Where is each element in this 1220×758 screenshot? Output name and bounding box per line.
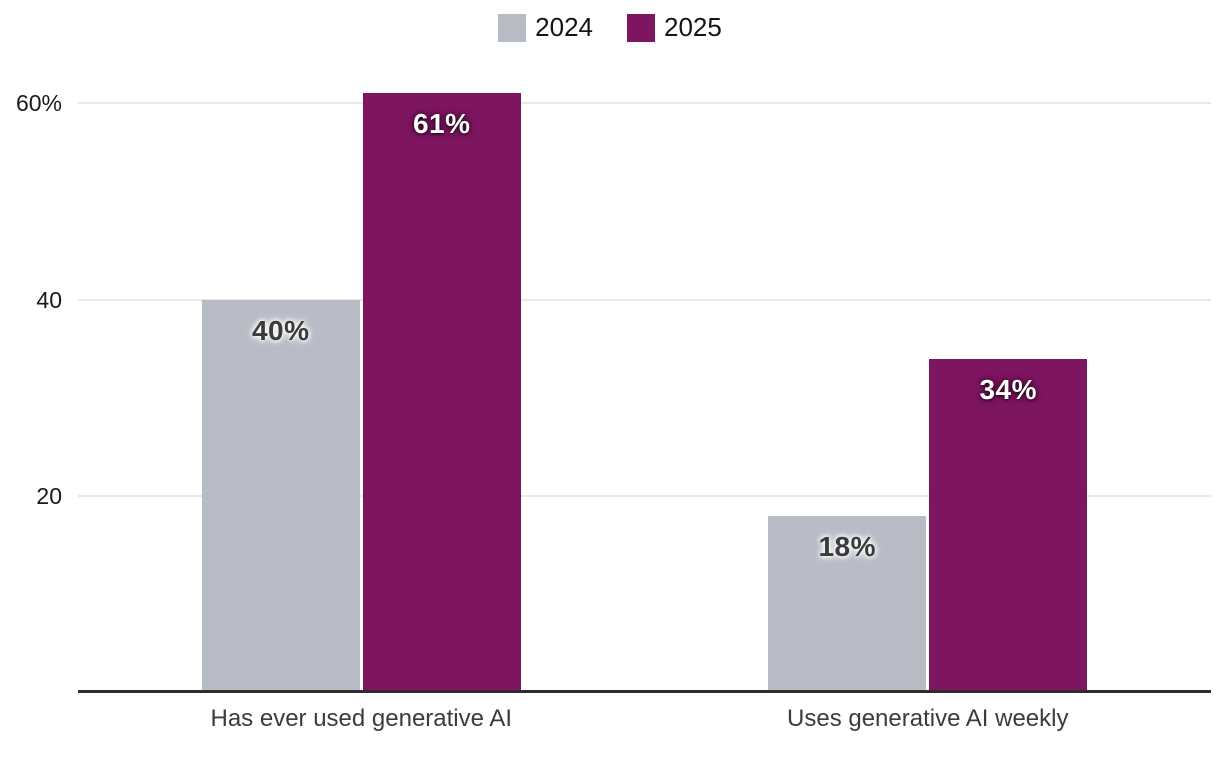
- x-axis-line: [78, 690, 1211, 693]
- y-axis: 20 40 60%: [0, 0, 64, 693]
- x-category-label: Uses generative AI weekly: [787, 705, 1069, 732]
- y-tick-label-60: 60%: [15, 90, 62, 117]
- bar-2024-category-1: 40%: [201, 299, 360, 690]
- y-tick-label-40: 40: [36, 286, 62, 313]
- x-category-label: Has ever used generative AI: [210, 705, 513, 732]
- legend-swatch-2025: [627, 13, 655, 42]
- legend-item-2025: 2025: [627, 12, 722, 43]
- x-axis-labels: Has ever used generative AI Uses generati…: [78, 705, 1211, 745]
- legend: 2024 2025: [0, 12, 1220, 43]
- gridline-40: [78, 298, 1211, 301]
- gridline-60: [78, 102, 1211, 105]
- bar-2024-category-2: 18%: [768, 516, 927, 690]
- bar-value-label: 18%: [818, 531, 877, 563]
- y-tick-label-20: 20: [36, 483, 62, 510]
- bar-value-label: 40%: [251, 314, 310, 346]
- legend-label-2025: 2025: [664, 12, 722, 42]
- bar-2025-category-2: 34%: [929, 358, 1088, 690]
- bar-value-label: 61%: [412, 108, 471, 140]
- plot-area: 40% 61% 18% 34%: [78, 0, 1211, 693]
- legend-item-2024: 2024: [498, 12, 593, 43]
- bar-value-label: 34%: [979, 373, 1038, 405]
- gridline-20: [78, 495, 1211, 498]
- legend-swatch-2024: [498, 13, 527, 42]
- legend-label-2024: 2024: [535, 12, 593, 42]
- bar-2025-category-1: 61%: [362, 93, 521, 690]
